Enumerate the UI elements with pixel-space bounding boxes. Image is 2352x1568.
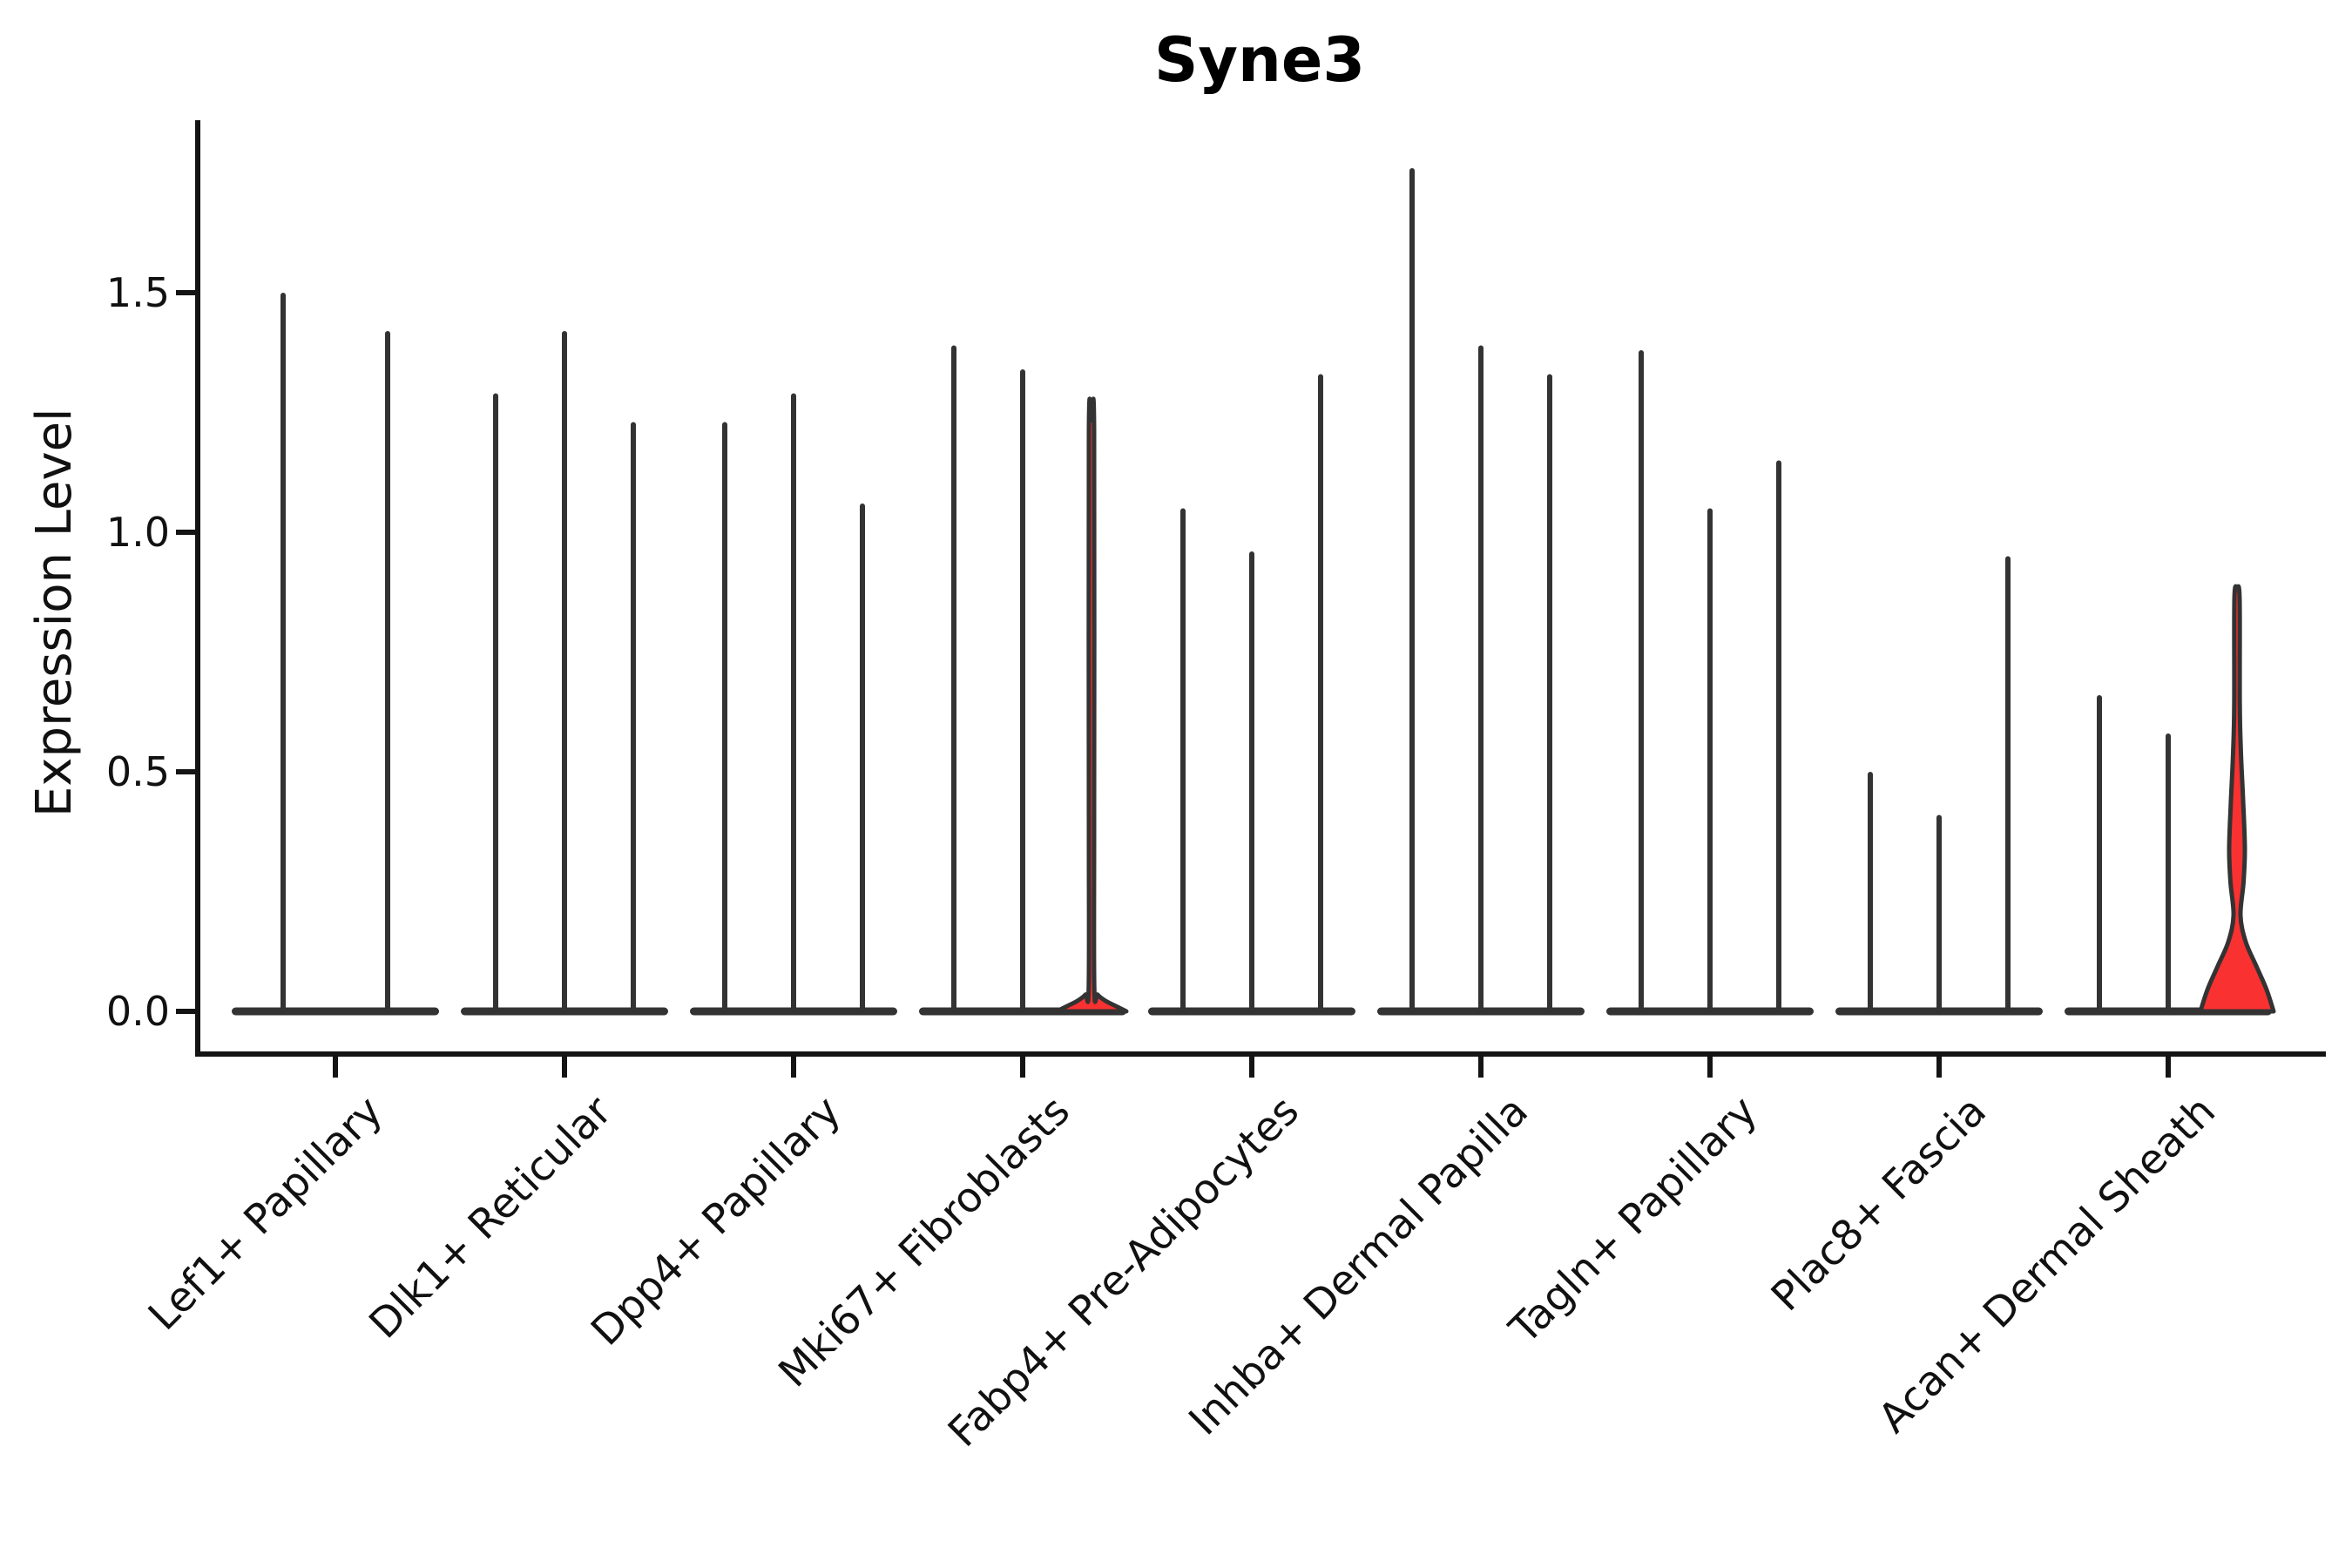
x-tick-mark-7 — [1936, 1057, 1942, 1078]
violin-spike-4-1 — [1249, 551, 1254, 1013]
violin-spike-7-0 — [1868, 772, 1873, 1013]
y-tick-mark-0.5 — [176, 769, 195, 774]
violin-spike-8-1 — [2166, 733, 2171, 1013]
violin-spike-1-0 — [493, 393, 498, 1013]
x-tick-mark-4 — [1249, 1057, 1254, 1078]
violin-spike-5-2 — [1547, 374, 1552, 1013]
violin-spike-6-1 — [1707, 508, 1713, 1013]
x-tick-mark-2 — [791, 1057, 796, 1078]
y-tick-label-1.0: 1.0 — [105, 509, 170, 556]
x-tick-mark-1 — [562, 1057, 567, 1078]
violin-spike-2-2 — [860, 504, 865, 1013]
y-tick-mark-1.5 — [176, 290, 195, 295]
violin-spike-4-0 — [1180, 508, 1186, 1013]
x-tick-mark-6 — [1707, 1057, 1713, 1078]
violin-spike-7-2 — [2005, 556, 2011, 1013]
violin-highlight-8-2 — [2198, 584, 2276, 1014]
y-axis-spine — [195, 120, 200, 1057]
violin-spike-6-0 — [1639, 350, 1644, 1013]
violin-spike-6-2 — [1776, 460, 1781, 1013]
violin-highlight-3-2 — [1054, 396, 1129, 1014]
y-tick-mark-1.0 — [176, 530, 195, 535]
violin-spike-0-0 — [280, 293, 286, 1013]
violin-baseline-0 — [232, 1007, 439, 1016]
x-tick-mark-5 — [1478, 1057, 1484, 1078]
violin-spike-1-1 — [562, 331, 567, 1013]
y-tick-mark-0.0 — [176, 1009, 195, 1014]
violin-spike-3-1 — [1020, 369, 1025, 1013]
violin-spike-7-1 — [1936, 814, 1942, 1013]
violin-spike-8-0 — [2097, 695, 2102, 1013]
violin-spike-5-0 — [1409, 168, 1415, 1013]
violin-spike-3-0 — [951, 345, 956, 1013]
x-tick-mark-0 — [333, 1057, 338, 1078]
violin-spike-5-1 — [1478, 345, 1484, 1013]
violin-spike-2-1 — [791, 393, 796, 1013]
chart-title: Syne3 — [1153, 24, 1366, 96]
violin-spike-4-2 — [1318, 374, 1323, 1013]
x-axis-spine — [195, 1051, 2326, 1057]
violin-spike-0-1 — [385, 331, 390, 1013]
x-tick-mark-8 — [2166, 1057, 2171, 1078]
y-tick-label-0.0: 0.0 — [105, 988, 170, 1035]
violin-spike-1-2 — [631, 422, 636, 1013]
x-tick-mark-3 — [1020, 1057, 1025, 1078]
y-tick-label-0.5: 0.5 — [105, 748, 170, 795]
violin-spike-2-0 — [722, 422, 727, 1013]
y-tick-label-1.5: 1.5 — [105, 269, 170, 316]
